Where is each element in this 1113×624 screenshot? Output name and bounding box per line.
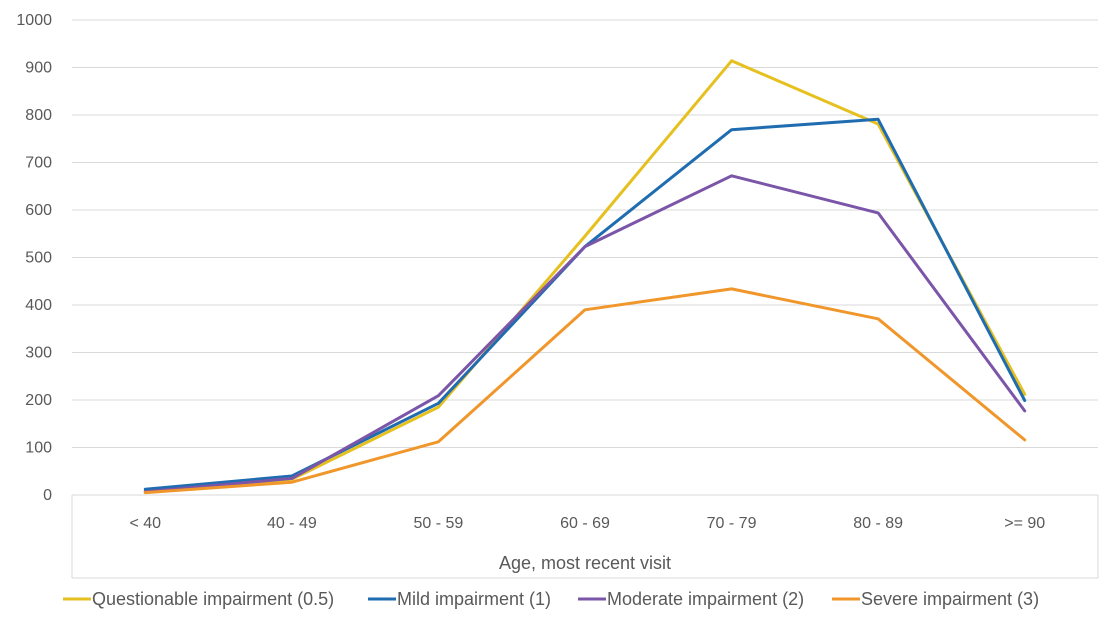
legend-label: Questionable impairment (0.5) (92, 589, 334, 609)
y-tick-label: 0 (43, 487, 52, 504)
series-line-1 (143, 117, 1027, 491)
y-tick-label: 300 (25, 345, 52, 362)
series-line-0 (143, 59, 1027, 493)
y-tick-label: 900 (25, 60, 52, 77)
legend: Questionable impairment (0.5) Mild impair… (63, 589, 1039, 609)
plot-frame (71, 494, 1099, 579)
legend-label: Moderate impairment (2) (607, 589, 804, 609)
x-axis-tick-labels: < 40 40 - 49 50 - 59 60 - 69 70 - 79 80 - 89 >… (129, 515, 1045, 532)
legend-label: Mild impairment (1) (397, 589, 551, 609)
series-line-3 (143, 287, 1027, 495)
x-tick-label: 70 - 79 (707, 515, 757, 532)
y-tick-label: 400 (25, 297, 52, 314)
y-tick-label: 1000 (16, 12, 52, 29)
y-tick-label: 200 (25, 392, 52, 409)
x-tick-label: < 40 (129, 515, 161, 532)
y-tick-label: 600 (25, 202, 52, 219)
y-tick-label: 800 (25, 107, 52, 124)
gridlines (72, 19, 1098, 448)
y-tick-label: 700 (25, 155, 52, 172)
x-tick-label: >= 90 (1004, 515, 1045, 532)
x-tick-label: 50 - 59 (414, 515, 464, 532)
x-tick-label: 80 - 89 (853, 515, 903, 532)
x-axis-title: Age, most recent visit (499, 553, 671, 573)
y-axis-tick-labels: 0 100 200 300 400 500 600 700 800 900 1000 (16, 12, 52, 504)
series-line-2 (143, 174, 1027, 494)
x-tick-label: 60 - 69 (560, 515, 610, 532)
legend-label: Severe impairment (3) (861, 589, 1039, 609)
series-lines (143, 59, 1027, 495)
y-tick-label: 500 (25, 250, 52, 267)
y-tick-label: 100 (25, 440, 52, 457)
x-tick-label: 40 - 49 (267, 515, 317, 532)
